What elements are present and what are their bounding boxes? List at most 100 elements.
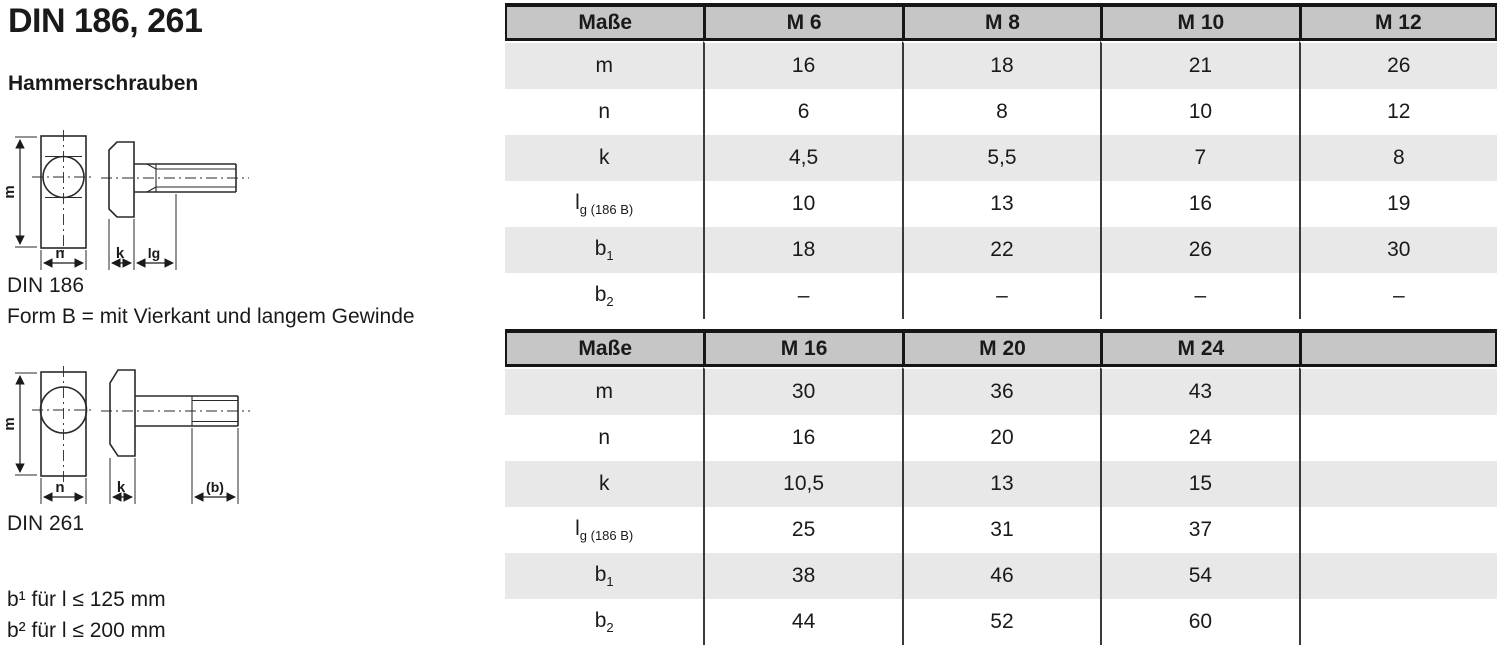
value-cell: 30 [1298, 227, 1497, 273]
value-cell: 19 [1298, 181, 1497, 227]
table-row: n 6 8 10 12 [505, 89, 1497, 135]
value-cell [1298, 461, 1497, 507]
table-row: b2 44 52 60 [505, 599, 1497, 645]
value-cell: 13 [901, 181, 1101, 227]
row-label: k [505, 461, 704, 507]
value-cell: 30 [703, 367, 902, 415]
value-cell [1298, 507, 1497, 553]
value-cell: 20 [901, 415, 1101, 461]
value-cell: 60 [1100, 599, 1299, 645]
value-cell: 13 [901, 461, 1101, 507]
row-label-subscript: g (186 B) [579, 528, 634, 544]
value-cell: 26 [1100, 227, 1299, 273]
dimension-label-n: n [55, 479, 64, 496]
size-column-header: M 8 [901, 3, 1101, 41]
value-cell: 54 [1100, 553, 1299, 599]
row-label: n [505, 415, 704, 461]
side-view-head [109, 369, 136, 457]
value-cell: 24 [1100, 415, 1299, 461]
table-row: lg (186 B) 25 31 37 [505, 507, 1497, 553]
side-view-head [108, 141, 135, 218]
value-cell: 44 [703, 599, 902, 645]
row-label: m [505, 41, 704, 89]
value-cell: 16 [703, 41, 902, 89]
value-cell: 8 [1298, 135, 1497, 181]
table-row: m 16 18 21 26 [505, 41, 1497, 89]
table-row: b1 18 22 26 30 [505, 227, 1497, 273]
drawing2-caption: DIN 261 [7, 512, 85, 535]
value-cell: 10,5 [703, 461, 902, 507]
row-label: n [505, 89, 704, 135]
value-cell [1298, 553, 1497, 599]
value-cell: 31 [901, 507, 1101, 553]
row-label-subscript: 1 [606, 248, 614, 264]
row-label: b1 [505, 227, 704, 273]
row-label: lg (186 B) [505, 507, 704, 553]
dimension-label-n: n [55, 245, 64, 262]
value-cell [1298, 367, 1497, 415]
table-row: k 4,5 5,5 7 8 [505, 135, 1497, 181]
value-cell: – [703, 273, 902, 319]
size-column-header: M 6 [703, 3, 902, 41]
value-cell: 21 [1100, 41, 1299, 89]
dimensions-table-m16-m24: Maße M 16 M 20 M 24 m 30 36 43 n 16 20 24 k 10,5 13 15 l… [505, 329, 1497, 645]
value-cell: 18 [901, 41, 1101, 89]
form-b-note: Form B = mit Vierkant und langem Gewinde [7, 305, 415, 328]
value-cell: 26 [1298, 41, 1497, 89]
size-column-header: M 16 [703, 329, 902, 367]
table-row: k 10,5 13 15 [505, 461, 1497, 507]
size-column-header: M 10 [1100, 3, 1299, 41]
value-cell: 25 [703, 507, 902, 553]
dimension-label-m: m [4, 417, 18, 430]
value-cell: 43 [1100, 367, 1299, 415]
header-row: Maße M 16 M 20 M 24 [505, 329, 1497, 367]
value-cell: 12 [1298, 89, 1497, 135]
measure-column-header: Maße [505, 3, 704, 41]
size-column-header [1298, 329, 1497, 367]
size-column-header: M 24 [1100, 329, 1299, 367]
row-label-subscript: 2 [606, 620, 614, 636]
row-label: k [505, 135, 704, 181]
size-column-header: M 20 [901, 329, 1101, 367]
page-title: DIN 186, 261 [8, 2, 203, 40]
table-row: b2– – – – [505, 273, 1497, 319]
value-cell: – [1298, 273, 1497, 319]
value-cell: 4,5 [703, 135, 902, 181]
value-cell: 7 [1100, 135, 1299, 181]
footnote-b1: b¹ für l ≤ 125 mm [7, 588, 166, 611]
value-cell: 46 [901, 553, 1101, 599]
value-cell: 10 [703, 181, 902, 227]
row-label-subscript: 1 [606, 574, 614, 590]
size-column-header: M 12 [1298, 3, 1497, 41]
row-label: b2 [505, 599, 704, 645]
dimension-label-m: m [4, 185, 18, 198]
value-cell: – [1100, 273, 1299, 319]
value-cell: 52 [901, 599, 1101, 645]
value-cell: 16 [703, 415, 902, 461]
din-261-technical-drawing: m n k (b) [4, 366, 250, 504]
value-cell: 16 [1100, 181, 1299, 227]
row-label: lg (186 B) [505, 181, 704, 227]
dimension-label-lg: lg [148, 245, 160, 261]
din-186-technical-drawing: m n k lg [4, 130, 249, 270]
value-cell [1298, 415, 1497, 461]
value-cell: 37 [1100, 507, 1299, 553]
row-label: b2 [505, 273, 704, 319]
row-label: b1 [505, 553, 704, 599]
dimension-label-b: (b) [206, 479, 224, 495]
value-cell: 6 [703, 89, 902, 135]
table-row: n 16 20 24 [505, 415, 1497, 461]
value-cell: 5,5 [901, 135, 1101, 181]
value-cell: – [901, 273, 1101, 319]
value-cell: 10 [1100, 89, 1299, 135]
value-cell: 8 [901, 89, 1101, 135]
value-cell: 22 [901, 227, 1101, 273]
table-row: lg (186 B) 10 13 16 19 [505, 181, 1497, 227]
row-label-subscript: g (186 B) [579, 202, 634, 218]
value-cell: 36 [901, 367, 1101, 415]
measure-column-header: Maße [505, 329, 704, 367]
footnote-b2: b² für l ≤ 200 mm [7, 619, 166, 642]
drawing1-caption: DIN 186 [7, 274, 85, 297]
